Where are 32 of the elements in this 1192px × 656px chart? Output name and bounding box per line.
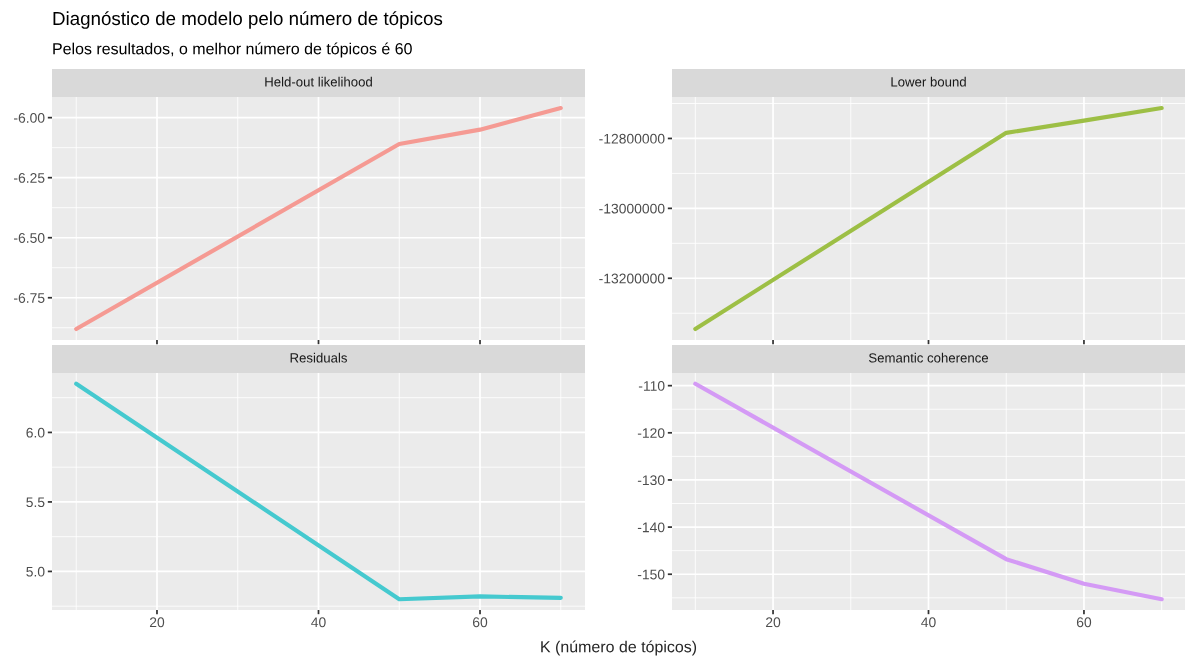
chart-title: Lower bound (891, 76, 966, 87)
y-tick-label: -120 (637, 428, 665, 438)
x-tick-label: 60 (1076, 617, 1092, 628)
x-tick-label: 20 (149, 617, 165, 628)
y-tick-label: -6.00 (14, 112, 45, 123)
text: Pelos resultados, o melhor número de tópicos é 60 (53, 42, 412, 58)
x-axis-title: K (número de tópicos) (541, 640, 697, 656)
line-series (693, 381, 1164, 602)
text: Diagnóstico de modelo pelo número de tópicos (53, 11, 443, 29)
y-tick-label: -12800000 (599, 133, 665, 144)
x-tick-label: 40 (921, 617, 936, 628)
y-tick-label: -6.50 (14, 233, 45, 243)
line-series (693, 105, 1164, 332)
y-tick-label: -140 (637, 522, 665, 533)
y-tick-label: -6.75 (14, 293, 45, 303)
line-series (74, 105, 563, 332)
y-tick-label: -110 (638, 380, 665, 391)
x-tick-label: 20 (766, 617, 781, 628)
y-tick-label: 6.0 (26, 427, 45, 438)
chart-title: Semantic coherence (868, 352, 989, 363)
y-tick-label: -130 (637, 475, 665, 486)
line-series (74, 381, 563, 602)
y-tick-label: -6.25 (14, 173, 45, 183)
x-tick-label: 60 (473, 617, 488, 628)
y-tick-label: 5.5 (26, 497, 45, 508)
chart-title: Residuals (290, 352, 347, 363)
y-tick-label: 5.0 (26, 566, 45, 577)
x-tick-label: 40 (311, 617, 326, 628)
chart-title: Held-out likelihood (265, 76, 372, 87)
y-tick-label: -150 (637, 569, 665, 580)
y-tick-label: -13200000 (599, 273, 665, 284)
y-tick-label: -13000000 (599, 203, 665, 214)
